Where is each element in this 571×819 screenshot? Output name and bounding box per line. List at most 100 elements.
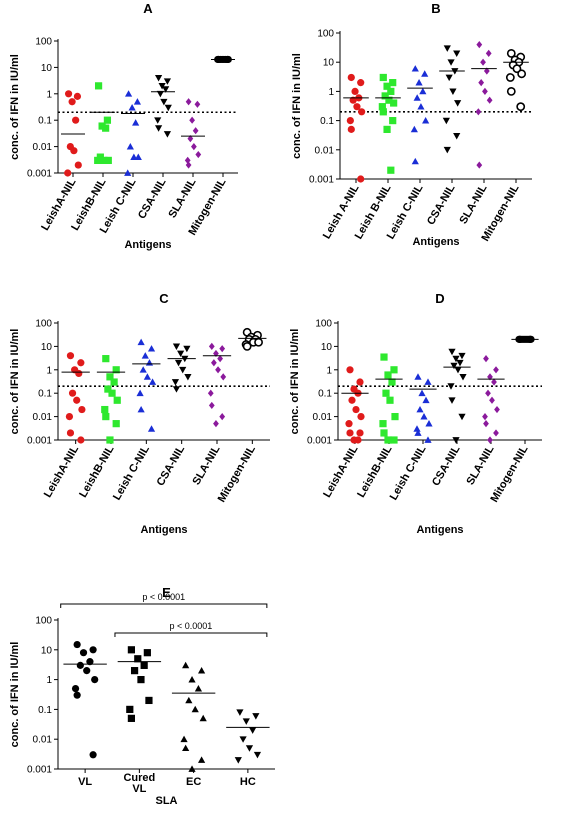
y-tick-label: 10 <box>41 63 53 74</box>
point <box>424 378 432 385</box>
point <box>145 696 153 705</box>
point <box>452 437 460 444</box>
point <box>185 696 193 704</box>
point <box>458 413 466 421</box>
point <box>172 386 181 393</box>
point <box>104 156 112 165</box>
point <box>147 425 156 432</box>
point <box>174 359 183 367</box>
x-tick-label: Cured VL <box>123 772 155 795</box>
y-tick-label: 0.1 <box>320 116 334 127</box>
y-tick-label: 100 <box>315 319 332 330</box>
y-tick-label: 0.001 <box>27 765 52 776</box>
y-tick-label: 100 <box>317 29 334 40</box>
point <box>156 90 164 98</box>
point <box>494 405 500 414</box>
point <box>452 355 460 363</box>
point <box>453 132 461 140</box>
point <box>357 175 365 183</box>
point <box>234 757 242 764</box>
point <box>143 373 151 380</box>
point <box>482 87 488 95</box>
point <box>413 425 421 432</box>
point <box>387 166 395 174</box>
point <box>425 420 433 427</box>
point <box>73 640 81 649</box>
point <box>102 413 110 421</box>
point <box>383 82 391 90</box>
point <box>356 378 364 386</box>
point <box>83 667 91 675</box>
y-tick-label: 0.001 <box>27 169 52 180</box>
point <box>443 45 451 52</box>
point <box>136 389 144 397</box>
point <box>182 661 190 669</box>
panel-title: B <box>431 1 440 16</box>
point <box>475 108 482 116</box>
point <box>483 355 489 363</box>
point <box>74 161 82 169</box>
point <box>188 676 196 683</box>
y-tick-label: 1 <box>326 365 332 376</box>
point <box>483 420 489 428</box>
point <box>77 436 85 444</box>
y-tick-label: 0.001 <box>307 436 332 447</box>
point <box>388 378 396 386</box>
point <box>390 366 398 374</box>
x-axis-label: SLA <box>156 795 178 807</box>
point <box>505 73 515 82</box>
point <box>390 436 398 444</box>
point <box>113 396 121 404</box>
point <box>68 389 77 397</box>
x-tick-label: LeishA-NIL <box>42 443 82 500</box>
y-tick-label: 0.001 <box>309 175 334 186</box>
x-axis-label: Antigens <box>416 524 463 536</box>
point <box>183 345 191 353</box>
point <box>140 661 148 669</box>
point <box>346 366 354 374</box>
y-tick-label: 0.1 <box>38 389 52 400</box>
point <box>108 389 116 397</box>
point <box>132 119 140 126</box>
point <box>421 70 429 77</box>
x-tick-label: LeishB-NIL <box>77 443 117 500</box>
x-tick-label: CSA-NIL <box>155 443 188 488</box>
x-tick-label: LeishB-NIL <box>355 443 395 500</box>
x-tick-label: EC <box>186 776 201 788</box>
point <box>413 94 421 101</box>
point <box>416 405 424 413</box>
point <box>485 389 491 397</box>
point <box>459 373 467 381</box>
point <box>489 396 495 404</box>
point <box>189 116 195 124</box>
point <box>73 396 81 404</box>
point <box>422 117 430 124</box>
point <box>91 676 99 684</box>
point <box>382 389 390 397</box>
point <box>158 82 166 90</box>
y-tick-label: 0.001 <box>27 436 52 447</box>
point <box>71 684 80 693</box>
point <box>242 341 252 351</box>
point <box>352 405 360 414</box>
x-tick-label: CSA-NIL <box>430 443 463 488</box>
point <box>411 65 419 72</box>
point <box>127 646 135 654</box>
point <box>147 345 156 352</box>
point <box>213 349 219 358</box>
point <box>137 405 145 413</box>
point <box>420 413 428 420</box>
point <box>482 413 488 421</box>
y-tick-label: 0.1 <box>318 389 332 400</box>
point <box>208 401 215 410</box>
y-tick-label: 1 <box>328 87 334 98</box>
point <box>137 338 145 346</box>
panel-title: D <box>435 291 444 306</box>
point <box>101 405 109 414</box>
point <box>191 143 197 151</box>
point <box>70 147 78 155</box>
point <box>78 405 86 414</box>
point <box>245 745 254 752</box>
point <box>483 67 490 75</box>
